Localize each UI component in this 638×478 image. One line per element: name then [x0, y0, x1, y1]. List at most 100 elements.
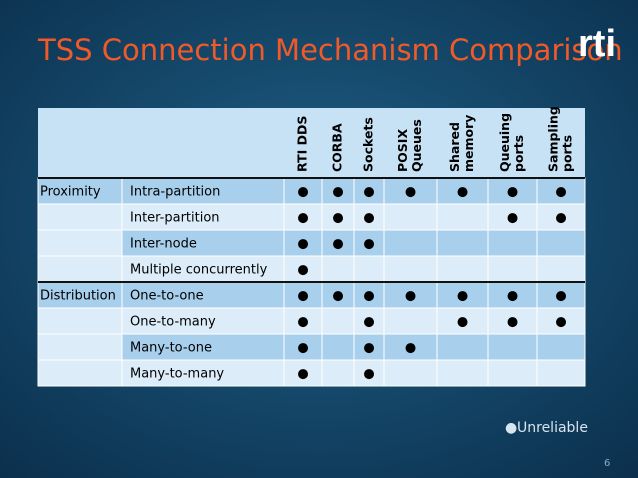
column-header: RTI DDS	[295, 116, 310, 172]
table-cell	[487, 203, 538, 231]
table-cell	[353, 203, 385, 231]
table-cell	[436, 203, 489, 231]
support-marker: ●	[555, 315, 566, 330]
support-marker: ●	[405, 185, 416, 200]
column-header: CORBA	[330, 123, 345, 172]
group-cell	[37, 333, 123, 361]
support-marker: ●	[297, 263, 308, 278]
support-marker: ●	[457, 289, 468, 304]
row-label: Multiple concurrently	[130, 263, 268, 278]
table-cell	[353, 255, 385, 283]
support-marker: ●	[297, 315, 308, 330]
column-header: Queuing	[497, 113, 512, 172]
support-marker: ●	[332, 289, 343, 304]
table-cell	[383, 307, 438, 335]
table-cell	[321, 359, 355, 387]
table-cell	[321, 229, 355, 257]
column-header: POSIX	[395, 129, 410, 172]
unreliable-marker: ●	[363, 367, 374, 382]
support-marker: ●	[297, 185, 308, 200]
table-cell	[536, 307, 586, 335]
support-marker: ●	[507, 211, 518, 226]
row-label: Inter-node	[130, 237, 197, 252]
row-label: Inter-partition	[130, 211, 220, 226]
table-cell	[353, 307, 385, 335]
table-cell	[383, 203, 438, 231]
table-cell	[321, 255, 355, 283]
group-cell	[37, 229, 123, 257]
row-label: Many-to-one	[130, 341, 212, 356]
row-label: Intra-partition	[130, 185, 220, 200]
support-marker: ●	[555, 211, 566, 226]
group-label: Distribution	[40, 289, 116, 304]
table-cell	[436, 255, 489, 283]
legend-label: Unreliable	[517, 420, 588, 436]
group-cell	[37, 359, 123, 387]
table-cell	[536, 333, 586, 361]
table-cell	[487, 255, 538, 283]
table-cell	[283, 359, 323, 387]
table-cell	[536, 229, 586, 257]
table-cell	[436, 177, 489, 205]
support-marker: ●	[507, 315, 518, 330]
table-cell	[436, 333, 489, 361]
column-header: ports	[560, 135, 575, 172]
table-cell	[353, 177, 385, 205]
logo: rti	[578, 23, 616, 65]
table-cell	[121, 333, 285, 361]
group-cell	[37, 203, 123, 231]
table-cell	[283, 333, 323, 361]
support-marker: ●	[405, 289, 416, 304]
group-cell	[37, 307, 123, 335]
table-cell	[383, 177, 438, 205]
table-cell	[383, 255, 438, 283]
table-header	[38, 108, 585, 178]
table-cell	[283, 307, 323, 335]
table-cell	[536, 255, 586, 283]
column-header: ports	[511, 135, 526, 172]
table-cell	[383, 359, 438, 387]
support-marker: ●	[507, 185, 518, 200]
table-cell	[321, 333, 355, 361]
group-label: Proximity	[40, 185, 101, 200]
table-cell	[121, 203, 285, 231]
support-marker: ●	[297, 289, 308, 304]
row-label: Many-to-many	[130, 367, 224, 382]
table-cell	[536, 359, 586, 387]
table-cell	[487, 333, 538, 361]
support-marker: ●	[332, 237, 343, 252]
support-marker: ●	[363, 211, 374, 226]
support-marker: ●	[457, 315, 468, 330]
support-marker: ●	[555, 289, 566, 304]
table-cell	[536, 281, 586, 309]
column-header: Shared	[447, 122, 462, 172]
table-cell	[121, 307, 285, 335]
support-marker: ●	[332, 185, 343, 200]
table-cell	[383, 333, 438, 361]
support-marker: ●	[363, 237, 374, 252]
table-cell	[436, 229, 489, 257]
table-cell	[536, 203, 586, 231]
support-marker: ●	[457, 185, 468, 200]
support-marker: ●	[363, 289, 374, 304]
table-cell	[436, 359, 489, 387]
legend-symbol: ●	[505, 420, 517, 436]
table-cell	[487, 177, 538, 205]
table-cell	[487, 359, 538, 387]
page-number: 6	[604, 458, 610, 469]
column-header: Queues	[409, 119, 424, 172]
table-cell	[283, 229, 323, 257]
row-label: One-to-many	[130, 315, 216, 330]
column-header: memory	[461, 115, 476, 172]
row-label: One-to-one	[130, 289, 204, 304]
table-cell	[121, 281, 285, 309]
column-header: Sockets	[361, 117, 376, 172]
support-marker: ●	[555, 185, 566, 200]
support-marker: ●	[297, 237, 308, 252]
support-marker: ●	[297, 367, 308, 382]
column-header: Sampling	[546, 106, 561, 172]
slide-title: TSS Connection Mechanism Comparison	[37, 33, 623, 67]
table-cell	[321, 203, 355, 231]
